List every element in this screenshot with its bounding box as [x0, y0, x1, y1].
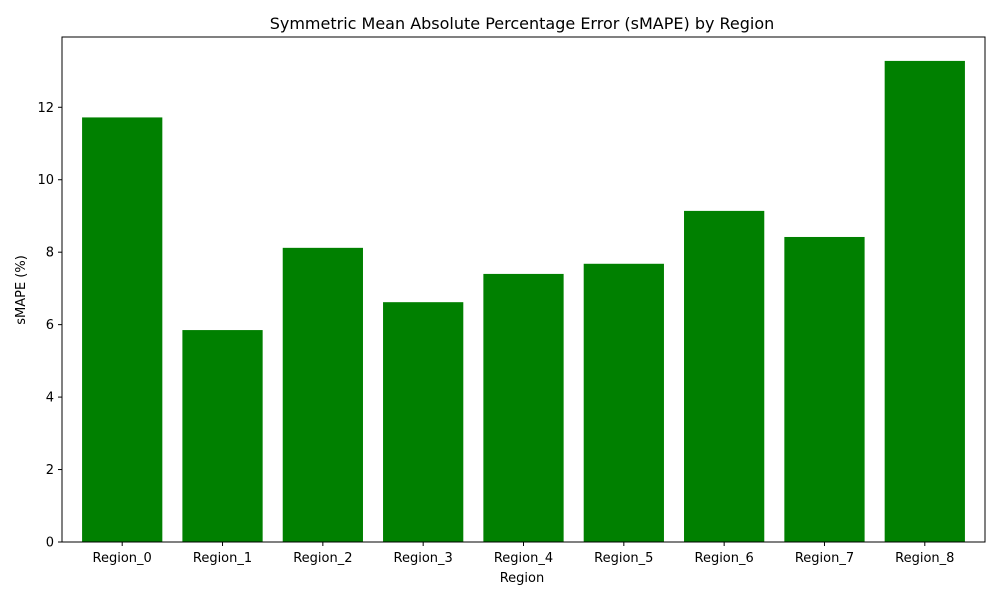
x-tick-label: Region_0 — [93, 551, 152, 566]
y-axis-title: sMAPE (%) — [14, 255, 29, 325]
y-tick-label: 6 — [46, 318, 54, 333]
bars-group — [82, 60, 965, 543]
bar-region-4 — [483, 273, 564, 542]
y-tick-label: 2 — [46, 463, 54, 478]
y-tick-label: 0 — [46, 536, 54, 551]
bar-region-0 — [82, 117, 163, 543]
bar-region-2 — [282, 247, 363, 542]
bar-region-8 — [884, 60, 965, 542]
bar-region-7 — [784, 236, 865, 542]
x-tick-label: Region_1 — [193, 551, 252, 566]
y-axis: 0 2 4 6 8 10 12 — [37, 101, 62, 551]
x-axis-title: Region — [500, 571, 545, 586]
x-tick-label: Region_5 — [594, 551, 653, 566]
x-tick-label: Region_3 — [394, 551, 453, 566]
bar-region-6 — [684, 210, 765, 542]
y-tick-label: 10 — [37, 173, 54, 188]
x-tick-label: Region_7 — [795, 551, 854, 566]
x-tick-label: Region_2 — [293, 551, 352, 566]
y-tick-label: 12 — [37, 101, 54, 116]
plot-area — [61, 36, 986, 543]
x-tick-label: Region_6 — [695, 551, 754, 566]
y-tick-label: 8 — [46, 246, 54, 261]
x-tick-label: Region_8 — [895, 551, 954, 566]
y-tick-label: 4 — [46, 391, 54, 406]
bar-region-1 — [182, 330, 263, 542]
x-tick-label: Region_4 — [494, 551, 553, 566]
chart-title: Symmetric Mean Absolute Percentage Error… — [270, 14, 775, 33]
bar-region-5 — [583, 263, 664, 542]
x-axis: Region_0 Region_1 Region_2 Region_3 Region_4… — [93, 542, 954, 566]
bar-region-3 — [383, 302, 464, 542]
